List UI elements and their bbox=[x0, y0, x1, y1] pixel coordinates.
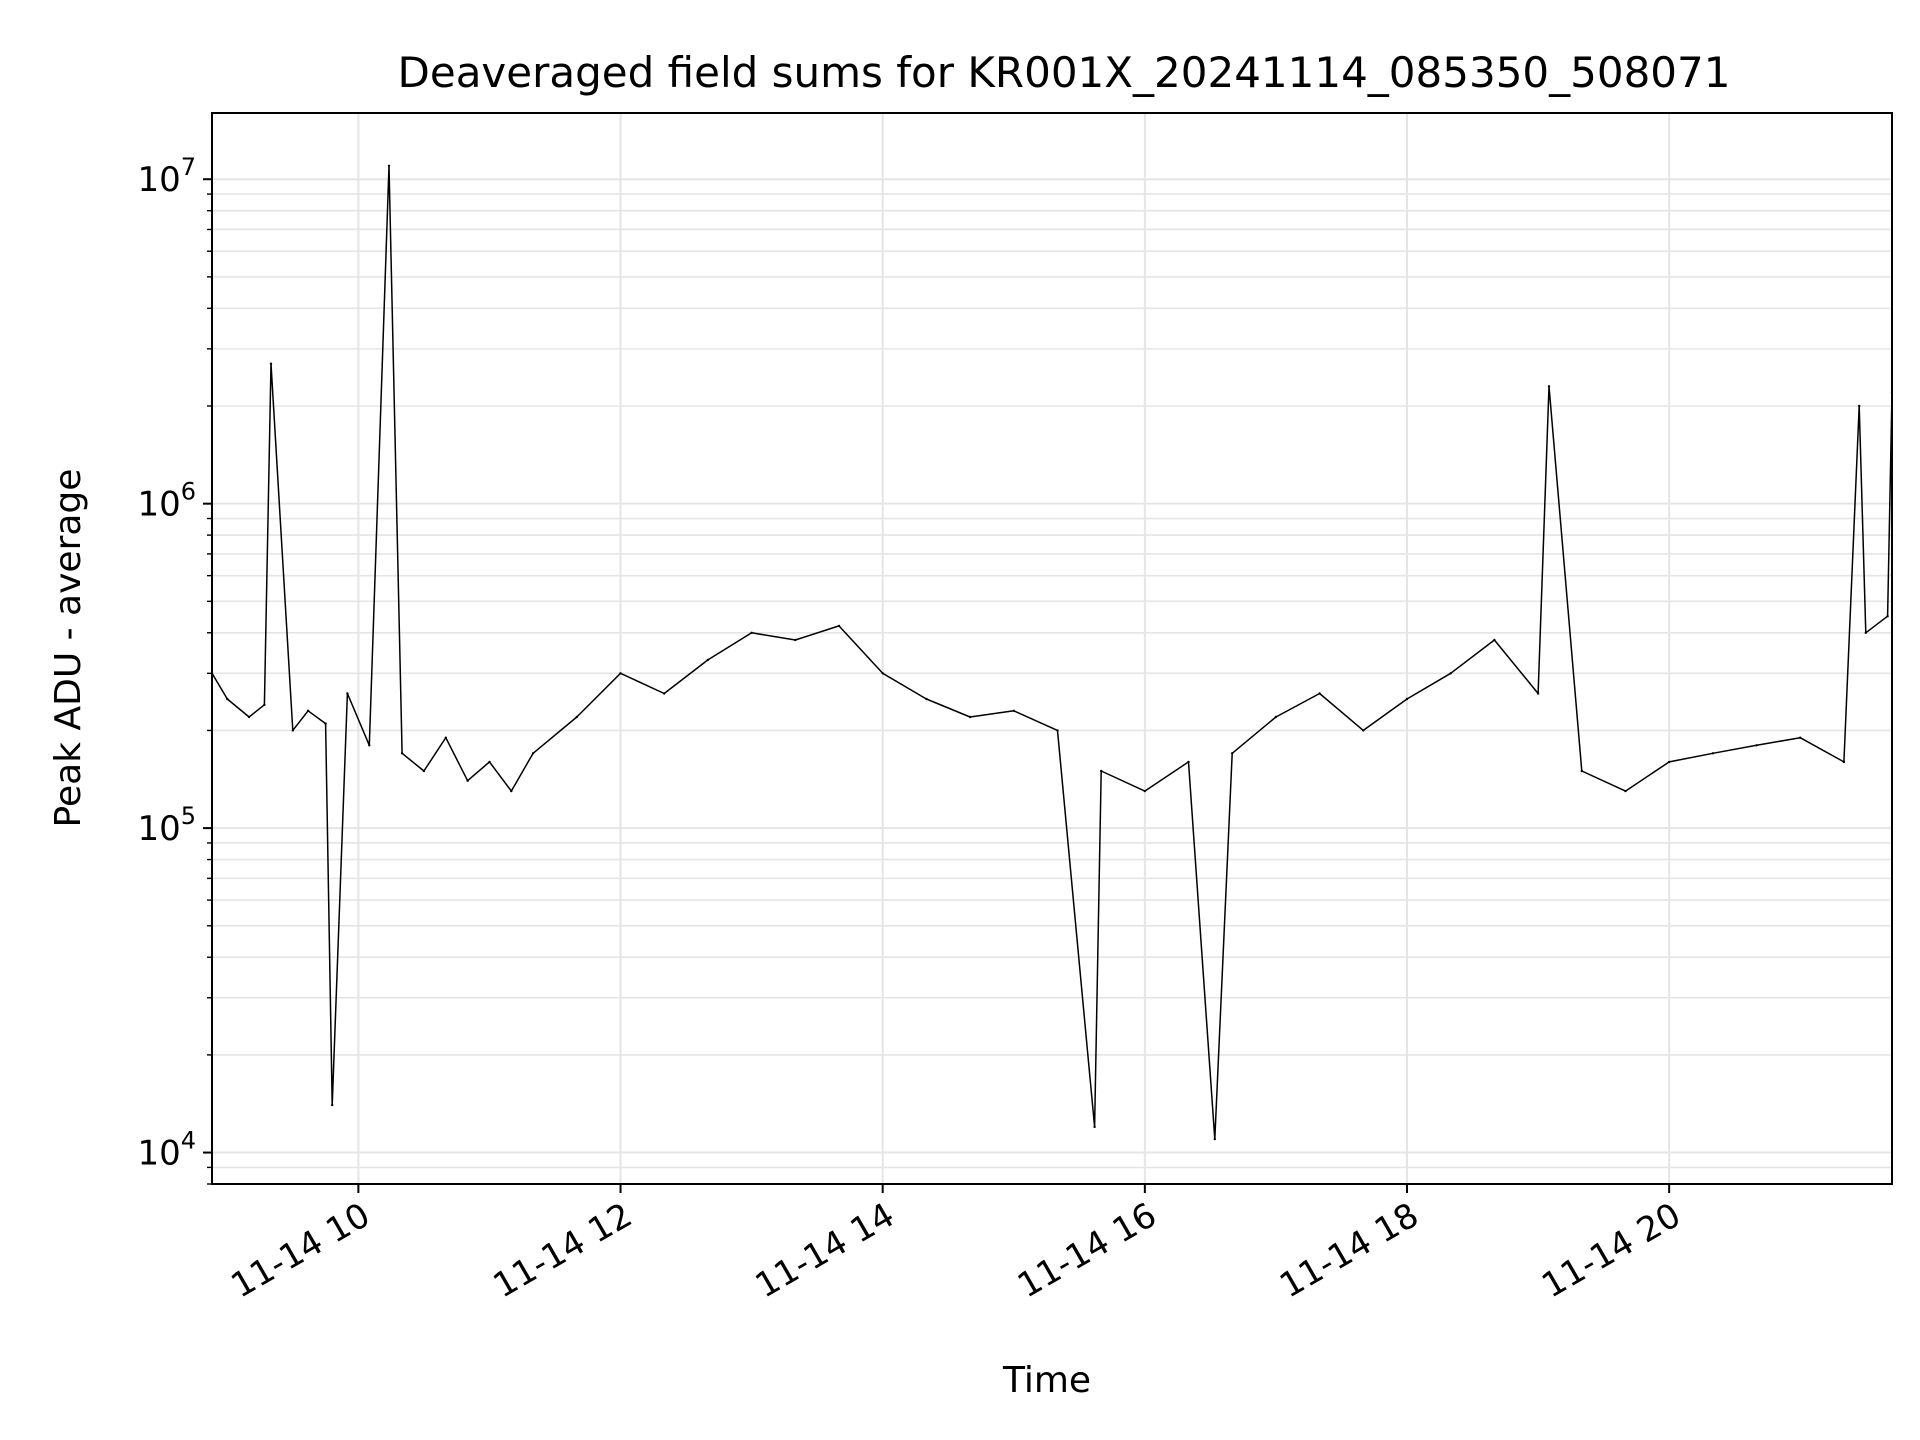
data-point bbox=[794, 638, 797, 642]
data-point bbox=[1711, 752, 1715, 755]
data-point bbox=[1864, 631, 1868, 634]
data-point bbox=[881, 672, 884, 675]
data-point bbox=[1318, 692, 1321, 695]
y-tick-exponent: 4 bbox=[181, 1127, 196, 1155]
data-point bbox=[575, 715, 578, 719]
plot-frame bbox=[211, 112, 1893, 1185]
data-point bbox=[324, 722, 327, 725]
data-point bbox=[1405, 697, 1409, 701]
data-point bbox=[531, 752, 535, 755]
data-point bbox=[1536, 692, 1540, 695]
data-point bbox=[1624, 789, 1627, 793]
y-tick-base: 10 bbox=[137, 1134, 180, 1174]
data-point bbox=[331, 1103, 334, 1107]
data-point bbox=[269, 362, 273, 365]
data-point bbox=[1056, 729, 1059, 732]
data-point bbox=[619, 672, 622, 675]
y-tick-base: 10 bbox=[137, 485, 180, 525]
y-tick-label: 106 bbox=[137, 478, 196, 525]
data-point bbox=[1449, 672, 1452, 675]
data-point bbox=[247, 715, 251, 719]
data-point bbox=[400, 752, 404, 755]
data-point bbox=[1493, 638, 1496, 642]
data-point bbox=[1143, 789, 1147, 793]
data-point bbox=[1547, 385, 1551, 388]
data-point bbox=[1755, 744, 1758, 747]
series-line bbox=[212, 165, 1892, 1140]
data-point bbox=[1580, 769, 1584, 773]
y-tick-base: 10 bbox=[137, 160, 180, 200]
y-axis-label: Peak ADU - average bbox=[48, 469, 89, 828]
data-point bbox=[488, 760, 491, 764]
data-point bbox=[226, 697, 229, 701]
y-tick-label: 107 bbox=[137, 153, 196, 200]
data-point bbox=[1187, 760, 1190, 764]
series-layer bbox=[212, 164, 1892, 1141]
data-point bbox=[663, 692, 666, 695]
data-point bbox=[1362, 729, 1365, 732]
data-point bbox=[466, 779, 469, 782]
data-point bbox=[1100, 769, 1103, 773]
data-point bbox=[306, 709, 310, 712]
chart-title: Deaveraged field sums for KR001X_2024111… bbox=[398, 48, 1731, 97]
y-tick-base: 10 bbox=[137, 809, 180, 849]
data-point bbox=[422, 769, 426, 773]
data-point bbox=[444, 736, 447, 739]
data-point bbox=[1093, 1125, 1096, 1129]
data-point bbox=[1668, 760, 1671, 764]
data-point bbox=[925, 697, 928, 701]
data-point bbox=[706, 658, 710, 662]
y-tick-label: 105 bbox=[137, 802, 196, 849]
data-point bbox=[1231, 752, 1234, 755]
data-point bbox=[1274, 715, 1278, 719]
data-point bbox=[1886, 615, 1889, 618]
x-axis-label: Time bbox=[1002, 1360, 1091, 1401]
data-point bbox=[1213, 1137, 1217, 1141]
data-point bbox=[837, 624, 841, 628]
data-point bbox=[968, 715, 972, 719]
y-tick-exponent: 7 bbox=[181, 153, 196, 181]
data-point bbox=[510, 789, 513, 793]
data-point bbox=[1012, 709, 1015, 712]
data-point bbox=[1799, 736, 1802, 739]
data-point bbox=[1858, 404, 1861, 408]
data-point bbox=[368, 744, 371, 747]
y-tick-exponent: 6 bbox=[181, 478, 196, 506]
data-point bbox=[1842, 760, 1846, 764]
y-tick-exponent: 5 bbox=[181, 802, 196, 830]
data-point bbox=[346, 692, 349, 695]
data-point bbox=[263, 703, 266, 706]
grid bbox=[212, 113, 1892, 1185]
y-tick-label: 104 bbox=[137, 1127, 196, 1174]
data-point bbox=[387, 164, 391, 167]
data-point bbox=[750, 631, 753, 634]
data-point bbox=[291, 729, 294, 732]
